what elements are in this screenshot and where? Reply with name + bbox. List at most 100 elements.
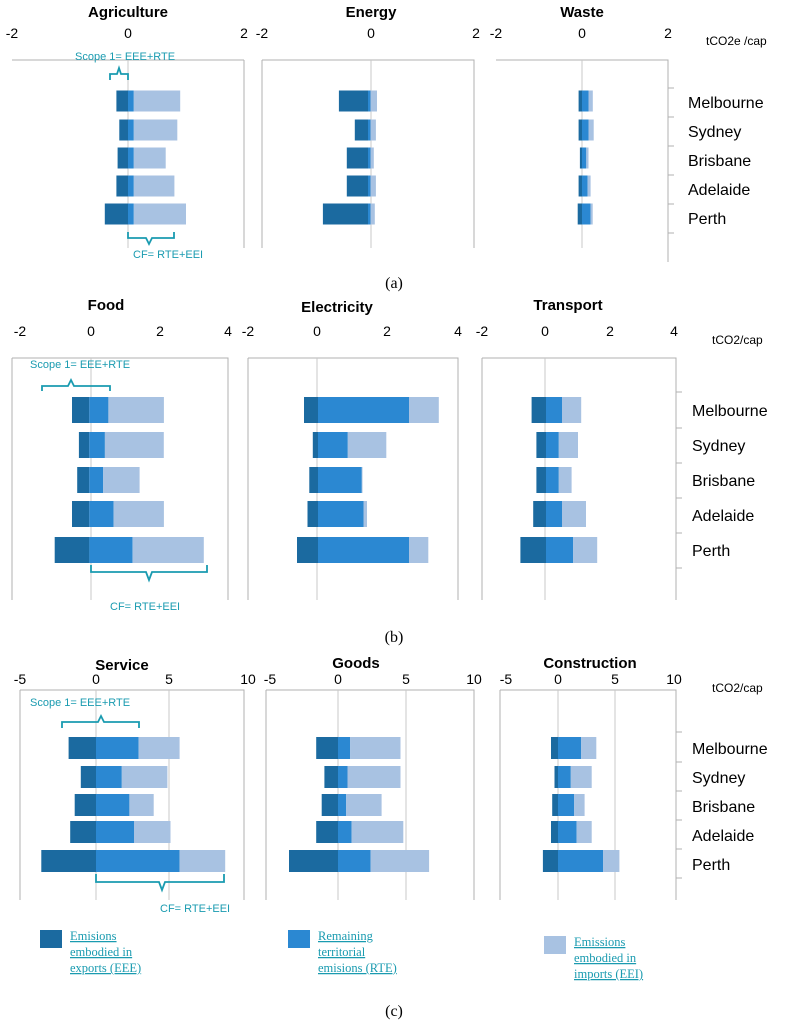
unit-label: tCO2/cap — [712, 333, 763, 347]
tick-label: 2 — [240, 25, 248, 41]
bar-rte-melbourne — [318, 397, 409, 423]
bar-eei-melbourne — [588, 90, 593, 112]
bar-eee-brisbane — [321, 794, 338, 816]
city-label-adelaide: Adelaide — [692, 828, 754, 845]
bar-eee-adelaide — [70, 821, 96, 843]
bar-rte-perth — [368, 203, 371, 225]
bar-group-construction — [542, 737, 620, 872]
bar-eei-perth — [573, 537, 598, 563]
tick-label: 0 — [554, 671, 562, 687]
bar-rte-brisbane — [128, 147, 134, 169]
bar-eee-melbourne — [116, 90, 128, 112]
bar-eei-sydney — [104, 432, 164, 458]
bar-eei-brisbane — [370, 147, 374, 169]
legend-swatch-eee — [40, 930, 62, 948]
bar-eei-perth — [370, 203, 375, 225]
panel-electricity-frame — [247, 357, 459, 600]
panel-energy-frame — [261, 59, 475, 248]
bar-rte-adelaide — [558, 821, 577, 843]
bar-eei-sydney — [347, 766, 401, 788]
bar-eee-sydney — [78, 432, 90, 458]
bar-eee-perth — [289, 850, 338, 872]
bar-rte-melbourne — [128, 90, 134, 112]
bar-eei-sydney — [347, 432, 387, 458]
panel-title-energy: Energy — [346, 4, 398, 21]
bar-eei-sydney — [121, 766, 168, 788]
bar-rte-adelaide — [89, 501, 114, 527]
legend-swatch-rte — [288, 930, 310, 948]
bar-eei-melbourne — [562, 397, 582, 423]
bar-eei-brisbane — [103, 467, 140, 493]
city-label-sydney: Sydney — [692, 438, 745, 455]
bar-rte-sydney — [368, 119, 371, 141]
city-label-adelaide: Adelaide — [688, 182, 750, 199]
bar-eei-adelaide — [351, 821, 404, 843]
city-label-perth: Perth — [692, 543, 730, 560]
bar-eee-adelaide — [578, 175, 582, 197]
unit-label: tCO2e /cap — [706, 34, 767, 48]
bar-eei-perth — [603, 850, 620, 872]
bar-rte-brisbane — [368, 147, 371, 169]
bar-eee-brisbane — [77, 467, 90, 493]
bar-rte-melbourne — [96, 737, 139, 759]
panel-title-waste: Waste — [560, 4, 604, 21]
bar-eei-adelaide — [113, 501, 164, 527]
legend-label-eee: embodied in — [70, 945, 133, 959]
bar-eee-perth — [54, 537, 90, 563]
tick-label: -2 — [6, 25, 19, 41]
tick-label: 2 — [472, 25, 480, 41]
bar-eee-adelaide — [72, 501, 90, 527]
panel-label-b: (b) — [385, 629, 404, 646]
bar-rte-brisbane — [318, 467, 362, 493]
row-ticks — [676, 391, 682, 569]
bar-group-waste — [577, 90, 594, 225]
bar-rte-perth — [96, 850, 180, 872]
tick-label: 0 — [367, 25, 375, 41]
tick-label: -5 — [264, 671, 277, 687]
bar-rte-adelaide — [582, 175, 588, 197]
tick-label: 0 — [92, 671, 100, 687]
city-label-perth: Perth — [688, 211, 726, 228]
tick-label: 2 — [664, 25, 672, 41]
bar-eei-sydney — [588, 119, 594, 141]
city-label-brisbane: Brisbane — [692, 799, 755, 816]
bar-rte-perth — [582, 203, 591, 225]
bar-rte-melbourne — [558, 737, 582, 759]
bar-eee-sydney — [80, 766, 96, 788]
panel-label-c: (c) — [385, 1003, 403, 1020]
panel-food-frame — [11, 357, 229, 600]
bar-rte-sydney — [338, 766, 348, 788]
bar-eei-brisbane — [361, 467, 363, 493]
tick-label: 2 — [606, 323, 614, 339]
bar-eee-melbourne — [338, 90, 368, 112]
bar-rte-adelaide — [318, 501, 364, 527]
panel-title-food: Food — [88, 297, 125, 314]
bar-eei-adelaide — [370, 175, 376, 197]
tick-label: 5 — [402, 671, 410, 687]
bar-group-transport — [520, 397, 598, 563]
bar-eei-adelaide — [134, 821, 171, 843]
cf-brace — [127, 232, 175, 247]
bar-group-energy — [322, 90, 377, 225]
bar-eee-perth — [297, 537, 318, 563]
bar-eee-perth — [322, 203, 368, 225]
bar-eei-perth — [133, 203, 186, 225]
bar-rte-perth — [546, 537, 574, 563]
bar-eee-perth — [577, 203, 582, 225]
scope-brace — [41, 377, 111, 391]
bar-rte-perth — [318, 537, 409, 563]
tick-label: -2 — [256, 25, 269, 41]
tick-label: 0 — [578, 25, 586, 41]
bar-eei-melbourne — [409, 397, 439, 423]
panel-service-frame — [19, 689, 245, 900]
bar-eee-sydney — [536, 432, 546, 458]
bar-eei-perth — [409, 537, 429, 563]
tick-label: 10 — [240, 671, 256, 687]
bar-eee-brisbane — [536, 467, 546, 493]
bar-eei-brisbane — [133, 147, 166, 169]
bar-rte-perth — [128, 203, 134, 225]
cf-annotation: CF= RTE+EEI — [133, 249, 203, 261]
bar-eei-sydney — [570, 766, 592, 788]
bar-rte-adelaide — [128, 175, 134, 197]
tick-label: 4 — [670, 323, 678, 339]
